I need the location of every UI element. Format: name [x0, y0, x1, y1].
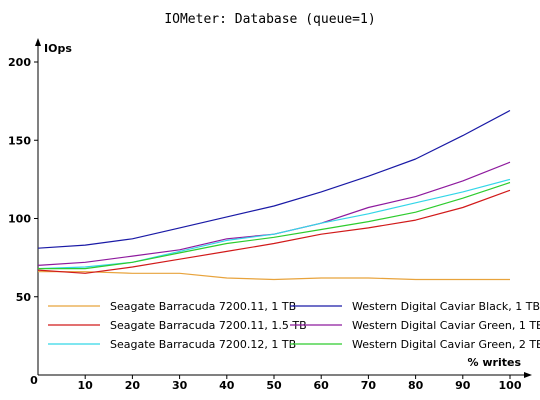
legend: Seagate Barracuda 7200.11, 1 TB Western D…: [48, 300, 540, 351]
series-line-6: [38, 181, 511, 270]
x-tick-label: 30: [172, 379, 188, 392]
legend-label: Seagate Barracuda 7200.11, 1.5 TB: [110, 319, 307, 332]
series-line-3: [37, 189, 511, 274]
legend-label: Western Digital Caviar Black, 1 TB: [352, 300, 540, 313]
y-tick-label: 50: [16, 291, 32, 304]
series-line-1: [38, 271, 510, 281]
x-tick-label: 70: [361, 379, 377, 392]
legend-label: Seagate Barracuda 7200.11, 1 TB: [110, 300, 296, 313]
y-axis-label: IOps: [44, 42, 72, 55]
y-tick-label: 100: [8, 213, 31, 226]
x-tick-label: 10: [78, 379, 94, 392]
x-tick-label: 50: [266, 379, 282, 392]
y-tick-label: 150: [8, 134, 31, 147]
x-axis-arrow: [524, 372, 532, 378]
y-axis-arrow: [35, 38, 41, 46]
x-tick-label: 60: [314, 379, 330, 392]
x-tick-label: 90: [455, 379, 471, 392]
x-tick-label: 80: [408, 379, 424, 392]
series-line-5: [37, 178, 511, 270]
origin-tick-label: 0: [30, 374, 38, 387]
chart-title: IOMeter: Database (queue=1): [164, 12, 375, 27]
x-tick-label: 20: [125, 379, 141, 392]
series-line-2: [37, 109, 511, 249]
legend-label: Western Digital Caviar Green, 2 TB: [352, 338, 540, 351]
axis-ticks: 10 20 30 40 50 60 70 80 90 100 50 100 150 200: [8, 56, 522, 392]
legend-label: Western Digital Caviar Green, 1 TB: [352, 319, 540, 332]
x-axis-label: % writes: [468, 356, 522, 369]
legend-label: Seagate Barracuda 7200.12, 1 TB: [110, 338, 296, 351]
axes: IOps % writes 0: [30, 38, 532, 387]
y-tick-label: 200: [8, 56, 31, 69]
x-tick-label: 100: [499, 379, 522, 392]
x-tick-label: 40: [219, 379, 235, 392]
series-lines: [37, 109, 511, 281]
